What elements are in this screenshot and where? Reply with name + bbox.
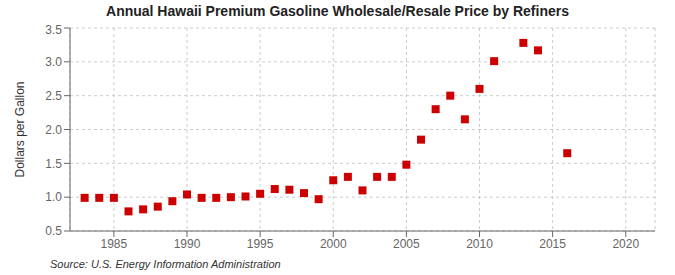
- svg-text:0.5: 0.5: [45, 224, 62, 238]
- svg-text:2.5: 2.5: [45, 89, 62, 103]
- svg-text:3.0: 3.0: [45, 55, 62, 69]
- svg-text:Dollars per Gallon: Dollars per Gallon: [13, 81, 27, 177]
- svg-text:2010: 2010: [466, 237, 493, 251]
- svg-text:2000: 2000: [320, 237, 347, 251]
- svg-text:2.0: 2.0: [45, 123, 62, 137]
- svg-text:2005: 2005: [393, 237, 420, 251]
- svg-text:1.0: 1.0: [45, 190, 62, 204]
- svg-text:1995: 1995: [247, 237, 274, 251]
- svg-text:2015: 2015: [539, 237, 566, 251]
- svg-text:1985: 1985: [101, 237, 128, 251]
- html-text:Annual Hawaii Premium Gasoline: Annual Hawaii Premium Gasoline Wholesale…: [106, 3, 569, 19]
- html-text:Source: U.S. Energy Informatio: Source: U.S. Energy Information Administ…: [50, 258, 281, 270]
- svg-text:3.5: 3.5: [45, 23, 62, 37]
- svg-text:2020: 2020: [612, 237, 639, 251]
- svg-text:1.5: 1.5: [45, 157, 62, 171]
- svg-text:1990: 1990: [174, 237, 201, 251]
